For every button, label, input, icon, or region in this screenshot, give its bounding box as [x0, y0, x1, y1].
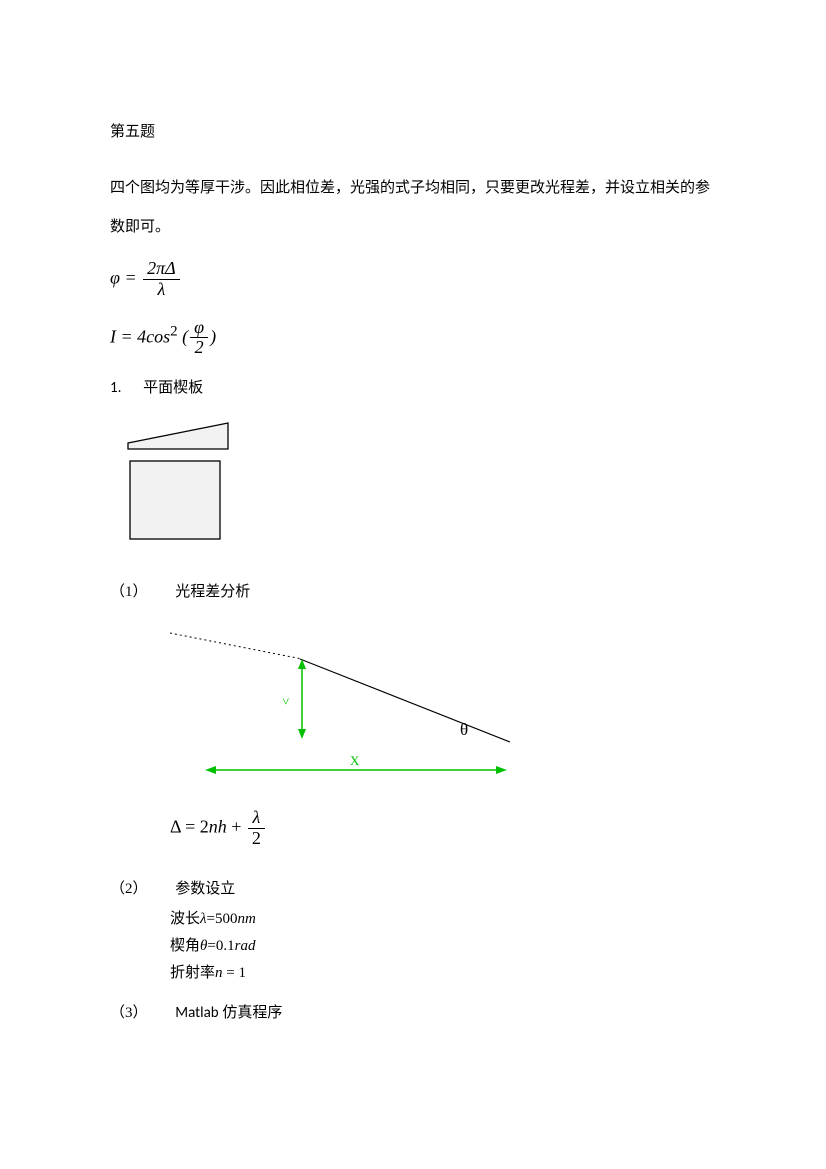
wedge-square — [130, 461, 220, 539]
phi-lhs: φ = — [110, 267, 137, 287]
wedge-shapes — [118, 413, 248, 543]
wavelength-eq: =500 — [207, 911, 238, 927]
section-1-num: 1. — [110, 379, 121, 397]
wavelength-unit: nm — [237, 911, 255, 927]
sub-1-label: 光程差分析 — [175, 584, 250, 600]
wedge-trapezoid — [128, 423, 228, 449]
I-den: 2 — [190, 338, 208, 358]
I-close: ) — [210, 326, 216, 346]
inclined-line — [300, 659, 510, 742]
x-arrow-right — [496, 766, 507, 774]
sub-1-num: （1） — [110, 584, 148, 600]
h-arrow-down — [298, 729, 306, 739]
angle-eq: =0.1 — [207, 938, 234, 954]
sub-3-matlab: Matlab — [175, 1004, 218, 1022]
delta-formula: Δ = 2nh + λ 2 — [170, 808, 716, 849]
phi-num: 2πΔ — [143, 259, 180, 280]
sub-3: （3） Matlab 仿真程序 — [110, 1001, 716, 1022]
I-eq: = 4cos — [116, 326, 170, 346]
section-1-label: 平面楔板 — [143, 380, 203, 396]
params-block: 波长λ=500nm 楔角θ=0.1rad 折射率n = 1 — [170, 906, 716, 987]
phi-den: λ — [143, 280, 180, 300]
title: 第五题 — [110, 120, 716, 141]
index-label: 折射率 — [170, 965, 215, 981]
delta-prefix: Δ = 2 — [170, 817, 209, 837]
index-sym: n — [215, 965, 223, 981]
param-wavelength: 波长λ=500nm — [170, 906, 716, 933]
angle-unit: rad — [235, 938, 256, 954]
theta-label: θ — [460, 720, 468, 739]
sub-2-num: （2） — [110, 881, 148, 897]
intensity-formula: I = 4cos2 ( φ 2 ) — [110, 318, 716, 359]
param-angle: 楔角θ=0.1rad — [170, 933, 716, 960]
sub-3-rest: 仿真程序 — [219, 1005, 283, 1021]
phi-fraction: 2πΔ λ — [143, 259, 180, 300]
sub-2-label: 参数设立 — [175, 881, 235, 897]
I-num: φ — [190, 318, 208, 339]
wavelength-label: 波长 — [170, 911, 200, 927]
section-1: 1. 平面楔板 — [110, 376, 716, 397]
sub-3-num: （3） — [110, 1005, 148, 1021]
I-sup: 2 — [170, 323, 178, 339]
delta-plus: + — [227, 817, 246, 837]
h-label: < — [278, 698, 293, 705]
delta-den: 2 — [248, 829, 265, 849]
delta-nh: nh — [209, 817, 227, 837]
param-index: 折射率n = 1 — [170, 960, 716, 987]
delta-num: λ — [248, 808, 265, 829]
dotted-line — [170, 633, 302, 659]
sub-1: （1） 光程差分析 — [110, 580, 716, 601]
delta-frac: λ 2 — [248, 808, 265, 849]
intro-paragraph: 四个图均为等厚干涉。因此相位差，光强的式子均相同，只要更改光程差，并设立相关的参… — [110, 169, 716, 247]
x-label: X — [350, 753, 360, 768]
index-eq: = 1 — [223, 965, 246, 981]
sub-2: （2） 参数设立 — [110, 877, 716, 898]
phi-formula: φ = 2πΔ λ — [110, 259, 716, 300]
x-arrow-left — [205, 766, 216, 774]
wedge-diagram: < θ X — [150, 615, 530, 795]
angle-label: 楔角 — [170, 938, 200, 954]
I-fraction: φ 2 — [190, 318, 208, 359]
I-open: ( — [178, 326, 189, 346]
